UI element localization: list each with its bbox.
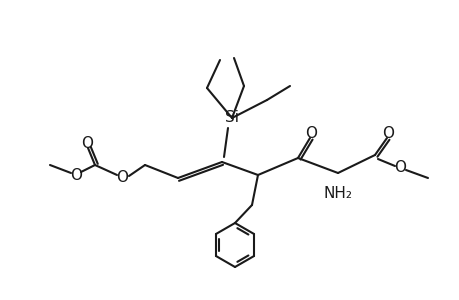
Text: NH₂: NH₂	[323, 185, 352, 200]
Text: O: O	[70, 167, 82, 182]
Text: O: O	[116, 170, 128, 185]
Text: O: O	[381, 125, 393, 140]
Text: Si: Si	[224, 110, 239, 125]
Text: O: O	[393, 160, 405, 175]
Text: O: O	[304, 125, 316, 140]
Text: O: O	[81, 136, 93, 151]
